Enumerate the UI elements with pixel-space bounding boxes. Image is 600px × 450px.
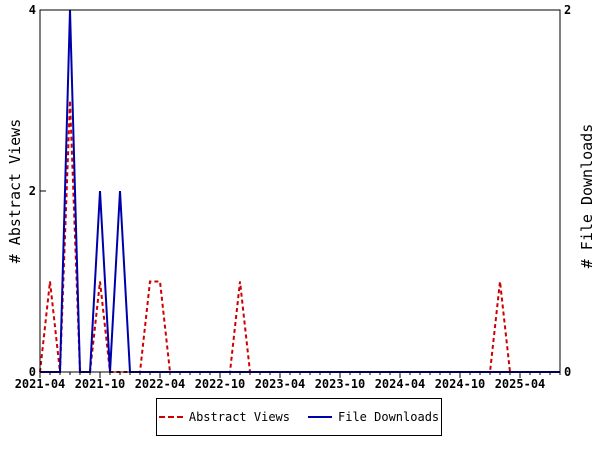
legend-swatch-file-downloads <box>308 416 332 418</box>
y-tick-label: 0 <box>29 365 36 379</box>
y2-tick-label: 2 <box>564 3 571 17</box>
x-tick-label: 2022-04 <box>135 377 186 391</box>
legend-label-abstract-views: Abstract Views <box>188 410 290 424</box>
x-tick-label: 2021-10 <box>75 377 126 391</box>
plot-lines <box>39 9 560 373</box>
legend-swatch-abstract-views <box>158 416 183 418</box>
x-tick-label: 2022-10 <box>195 377 246 391</box>
legend-item-file-downloads: File Downloads <box>308 410 439 424</box>
x-tick-label: 2021-04 <box>15 377 66 391</box>
legend-label-file-downloads: File Downloads <box>338 410 440 424</box>
x-tick-label: 2023-10 <box>315 377 366 391</box>
legend-item-abstract-views: Abstract Views <box>158 410 290 424</box>
x-tick-label: 2024-04 <box>375 377 426 391</box>
y-tick-label: 2 <box>29 184 36 198</box>
plot-frame <box>39 9 561 373</box>
y-tick-label: 4 <box>29 3 36 17</box>
y2-axis-label: # File Downloads <box>578 124 596 269</box>
x-tick-label: 2023-04 <box>255 377 306 391</box>
y2-tick-label: 0 <box>564 365 571 379</box>
x-tick-label: 2024-10 <box>435 377 486 391</box>
x-tick-label: 2025-04 <box>495 377 546 391</box>
y-axis-label: # Abstract Views <box>6 119 24 264</box>
legend: Abstract Views File Downloads <box>156 398 442 436</box>
axis-ticks: 2021-04 2021-10 2022-04 2022-10 2023-04 2023-… <box>15 3 572 391</box>
series-line-file-downloads <box>40 9 560 373</box>
